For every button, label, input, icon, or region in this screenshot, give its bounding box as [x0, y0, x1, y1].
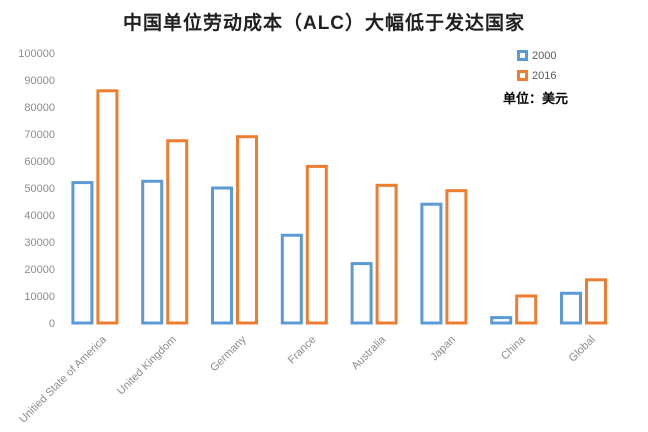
y-axis-tick-label: 70000 [24, 129, 55, 141]
y-axis-tick-label: 20000 [24, 264, 55, 276]
y-axis-tick-label: 30000 [24, 237, 55, 249]
x-axis-label-france: France [286, 334, 319, 367]
legend-marker-2016-icon [517, 70, 528, 81]
bar-2000-global [560, 291, 582, 325]
bar-2000-australia [350, 262, 373, 325]
legend-item-2000: 2000 [517, 49, 556, 62]
bar-2016-united-kingdom [166, 139, 189, 325]
bar-2000-china [490, 316, 513, 325]
bar-2016-australia [375, 183, 398, 325]
bar-2016-china [515, 294, 538, 325]
legend-item-2016: 2016 [517, 69, 556, 82]
y-axis-tick-label: 10000 [24, 291, 55, 303]
x-axis-label-germany: Germany [208, 333, 249, 374]
x-axis-label-unitied-state-of-america: Unitied State of America [17, 333, 110, 426]
legend-label-2016: 2016 [532, 69, 557, 82]
bar-2000-france [280, 233, 303, 325]
bar-2016-japan [445, 189, 468, 325]
x-axis-label-australia: Australia [349, 333, 388, 372]
legend-marker-2000-icon [517, 50, 528, 61]
y-axis-tick-label: 90000 [24, 75, 55, 87]
bar-2000-unitied-state-of-america [71, 181, 94, 325]
bar-2016-global [585, 278, 607, 325]
legend-label-2000: 2000 [532, 49, 557, 62]
legend: 2000 2016 [517, 49, 556, 89]
x-axis-label-united-kingdom: United Kingdom [115, 334, 179, 398]
y-axis-tick-label: 100000 [18, 48, 55, 60]
bar-2016-unitied-state-of-america [96, 89, 119, 325]
y-axis-tick-label: 40000 [24, 210, 55, 222]
unit-label: 单位：美元 [503, 91, 569, 106]
bar-2016-germany [236, 135, 258, 325]
y-axis-tick-label: 0 [49, 318, 55, 330]
x-axis-label-china: China [499, 333, 528, 362]
bar-2000-germany [211, 186, 233, 325]
bar-2000-japan [420, 202, 443, 325]
y-axis-tick-label: 50000 [24, 183, 55, 195]
x-axis-label-global: Global [567, 334, 598, 365]
bar-2000-united-kingdom [141, 179, 164, 325]
y-axis-tick-label: 80000 [24, 102, 55, 114]
bar-2016-france [305, 164, 328, 325]
y-axis-tick-label: 60000 [24, 156, 55, 168]
x-axis-label-japan: Japan [428, 334, 458, 364]
chart-title: 中国单位劳动成本（ALC）大幅低于发达国家 [122, 13, 526, 34]
